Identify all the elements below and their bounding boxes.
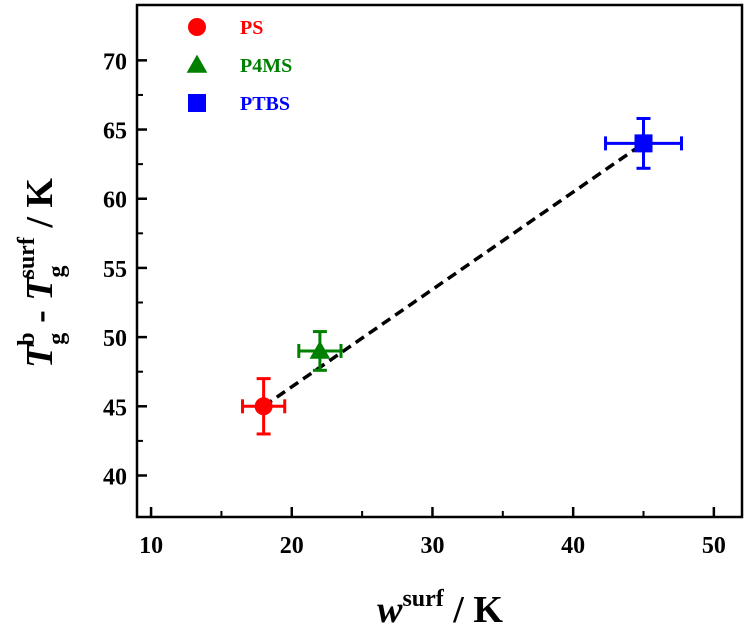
y-axis-label: Tgb - Tgsurf / K: [14, 178, 70, 368]
x-tick-label: 30: [420, 533, 444, 559]
legend: PS P4MS PTBS: [186, 17, 292, 115]
legend-entry-p4ms: P4MS: [186, 54, 292, 77]
data-point-ps: [241, 377, 287, 436]
fit-line: [262, 141, 645, 408]
square-marker: [634, 134, 653, 153]
y-tick-label: 60: [103, 188, 127, 214]
y-tick-label: 45: [103, 395, 127, 421]
y-tick-label: 40: [103, 464, 127, 490]
legend-label: P4MS: [240, 55, 292, 77]
axis-ticks: 10 20 30 40 50 40 45 50 55 60 65 70: [103, 49, 726, 559]
x-tick-label: 10: [139, 533, 163, 559]
data-point-p4ms: [297, 330, 343, 372]
legend-entry-ps: PS: [188, 17, 263, 39]
x-tick-label: 50: [702, 533, 726, 559]
legend-entry-ptbs: PTBS: [188, 93, 290, 115]
legend-triangle-marker: [186, 54, 208, 73]
triangle-marker: [309, 340, 331, 359]
plot-content: [241, 116, 683, 436]
x-axis-label: wsurf / K: [377, 586, 503, 631]
x-tick-label: 20: [280, 533, 304, 559]
plot-frame: [135, 3, 744, 519]
legend-label: PS: [240, 17, 263, 39]
circle-marker: [254, 397, 273, 416]
legend-label: PTBS: [240, 93, 290, 115]
y-tick-label: 65: [103, 119, 127, 145]
y-tick-label: 55: [103, 257, 127, 283]
legend-square-marker: [188, 94, 206, 112]
y-tick-label: 70: [103, 49, 127, 75]
legend-circle-marker: [188, 18, 206, 36]
y-tick-label: 50: [103, 326, 127, 352]
x-tick-label: 40: [561, 533, 585, 559]
data-point-ptbs: [604, 116, 683, 170]
